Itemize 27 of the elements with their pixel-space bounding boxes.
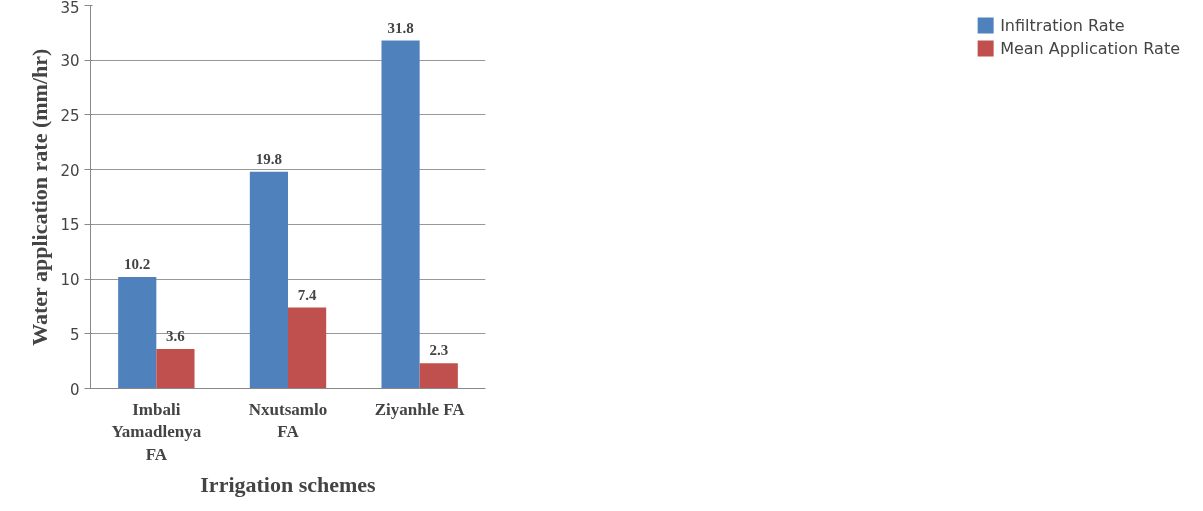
data-label: 19.8 — [255, 150, 283, 167]
y-tick-label: 20 — [60, 161, 80, 180]
bar — [118, 276, 157, 389]
y-axis-title: Water application rate (mm/hr) — [27, 48, 53, 346]
data-label: 7.4 — [297, 286, 317, 303]
legend-label: Infiltration Rate — [1000, 15, 1125, 35]
data-label: 2.3 — [429, 342, 449, 359]
legend-label: Mean Application Rate — [1000, 38, 1180, 58]
bar — [419, 363, 458, 389]
bar — [288, 307, 327, 389]
data-label: 3.6 — [166, 328, 186, 345]
y-tick-label: 30 — [60, 52, 80, 71]
x-tick-label: Nxutsamlo FA — [248, 399, 328, 442]
y-tick-label: 5 — [69, 325, 80, 344]
y-tick-label: 35 — [60, 0, 80, 17]
y-tick-label: 25 — [60, 106, 80, 125]
y-tick-label: 15 — [60, 216, 80, 235]
bar — [156, 349, 195, 389]
x-tick-label: Ziyanhle FA — [374, 399, 466, 419]
data-label: 10.2 — [124, 255, 151, 272]
x-tick-label: Imbali Yamadlenya FA — [111, 399, 202, 465]
bar — [249, 171, 288, 389]
data-label: 31.8 — [387, 19, 414, 36]
bar — [381, 40, 420, 389]
y-tick-label: 0 — [69, 380, 80, 399]
x-axis-title: Irrigation schemes — [200, 472, 377, 498]
y-tick-label: 10 — [60, 271, 80, 290]
